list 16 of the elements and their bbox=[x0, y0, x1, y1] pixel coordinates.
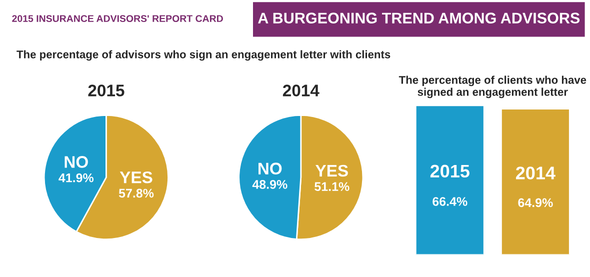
chart-title: 2014 bbox=[282, 84, 320, 96]
text: 2015 INSURANCE ADVISORS' REPORT CARD bbox=[12, 15, 223, 22]
data-label: 64.9% bbox=[518, 198, 553, 208]
slice-label: NO bbox=[64, 156, 88, 168]
data-label: 48.9% bbox=[252, 180, 288, 189]
chart-title: 2015 bbox=[88, 84, 124, 96]
data-label: 57.8% bbox=[118, 188, 154, 198]
slice-label: YES bbox=[316, 164, 348, 177]
data-label: 51.1% bbox=[314, 182, 350, 192]
slice-label: NO bbox=[258, 162, 282, 174]
chart-title: The percentage of clients who have signed an engagement letter bbox=[398, 76, 586, 98]
text: A BURGEONING TREND AMONG ADVISORS bbox=[258, 12, 580, 24]
text: The percentage of advisors who sign an engagement letter with clients bbox=[16, 50, 390, 61]
data-label: 41.9% bbox=[58, 173, 94, 182]
data-label: 66.4% bbox=[432, 197, 468, 206]
slice-label: YES bbox=[120, 171, 152, 184]
